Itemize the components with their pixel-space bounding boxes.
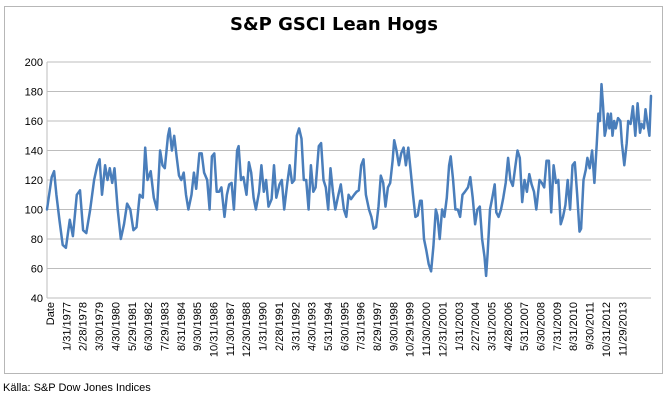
x-tick-label: 10/31/1986 (209, 302, 221, 357)
x-tick-label: 9/30/1985 (192, 302, 204, 351)
series-line (45, 82, 653, 278)
x-tick-label: 1/31/1990 (258, 302, 270, 351)
x-tick-label: 6/30/1982 (143, 302, 155, 351)
x-tick-label: 12/30/1988 (241, 302, 253, 357)
x-tick-label: 8/29/1997 (372, 302, 384, 351)
x-tick-label: 11/30/1987 (225, 302, 237, 356)
y-tick-label: 200 (25, 57, 43, 69)
y-tick-label: 160 (25, 116, 43, 128)
x-tick-label: 7/29/1983 (159, 302, 171, 351)
y-tick-label: 120 (25, 175, 43, 187)
x-tick-label: 2/27/2004 (470, 302, 482, 351)
x-tick-label: 7/31/2009 (552, 302, 564, 351)
x-tick-label: 5/31/1994 (323, 302, 335, 351)
x-tick-label: 8/31/2010 (568, 302, 580, 351)
y-tick-label: 180 (25, 87, 43, 99)
x-tick-label: 10/31/2012 (601, 302, 613, 357)
x-tick-label: 4/30/1993 (307, 302, 319, 351)
x-tick-label: 6/30/2008 (536, 302, 548, 351)
x-tick-label: 4/30/1980 (110, 302, 122, 351)
x-tick-label: 12/31/2001 (437, 302, 449, 357)
y-tick-label: 40 (31, 293, 43, 305)
source-note: Källa: S&P Dow Jones Indices (3, 382, 151, 394)
x-tick-label: 3/31/2005 (486, 302, 498, 351)
x-tick-label: 9/30/2011 (585, 302, 597, 350)
x-tick-label: 5/31/2007 (519, 302, 531, 351)
y-tick-label: 60 (31, 264, 43, 276)
x-tick-label: 5/29/1981 (127, 302, 139, 351)
x-tick-label: 2/28/1991 (274, 302, 286, 351)
x-tick-label: 4/28/2006 (503, 302, 515, 351)
x-tick-label: 6/30/1995 (339, 302, 351, 351)
x-tick-label: 9/30/1998 (388, 302, 400, 351)
x-tick-label: 11/30/2000 (421, 302, 433, 356)
y-tick-label: 140 (25, 146, 43, 158)
x-tick-label: 7/31/1996 (356, 302, 368, 351)
x-tick-label: 2/28/1978 (78, 302, 90, 351)
x-tick-label: 3/30/1979 (94, 302, 106, 351)
x-tick-label: 1/31/2003 (454, 302, 466, 351)
y-tick-label: 100 (25, 205, 43, 217)
x-tick-label: 8/31/1984 (176, 302, 188, 351)
x-tick-label: 11/29/2013 (617, 302, 629, 356)
x-tick-label: 1/31/1977 (61, 302, 73, 351)
x-tick-label: 3/31/1992 (290, 302, 302, 351)
x-tick-label: 10/29/1999 (405, 302, 417, 357)
chart-title: S&P GSCI Lean Hogs (230, 14, 438, 35)
y-tick-label: 80 (31, 234, 43, 246)
x-axis-label: Date (45, 302, 57, 325)
